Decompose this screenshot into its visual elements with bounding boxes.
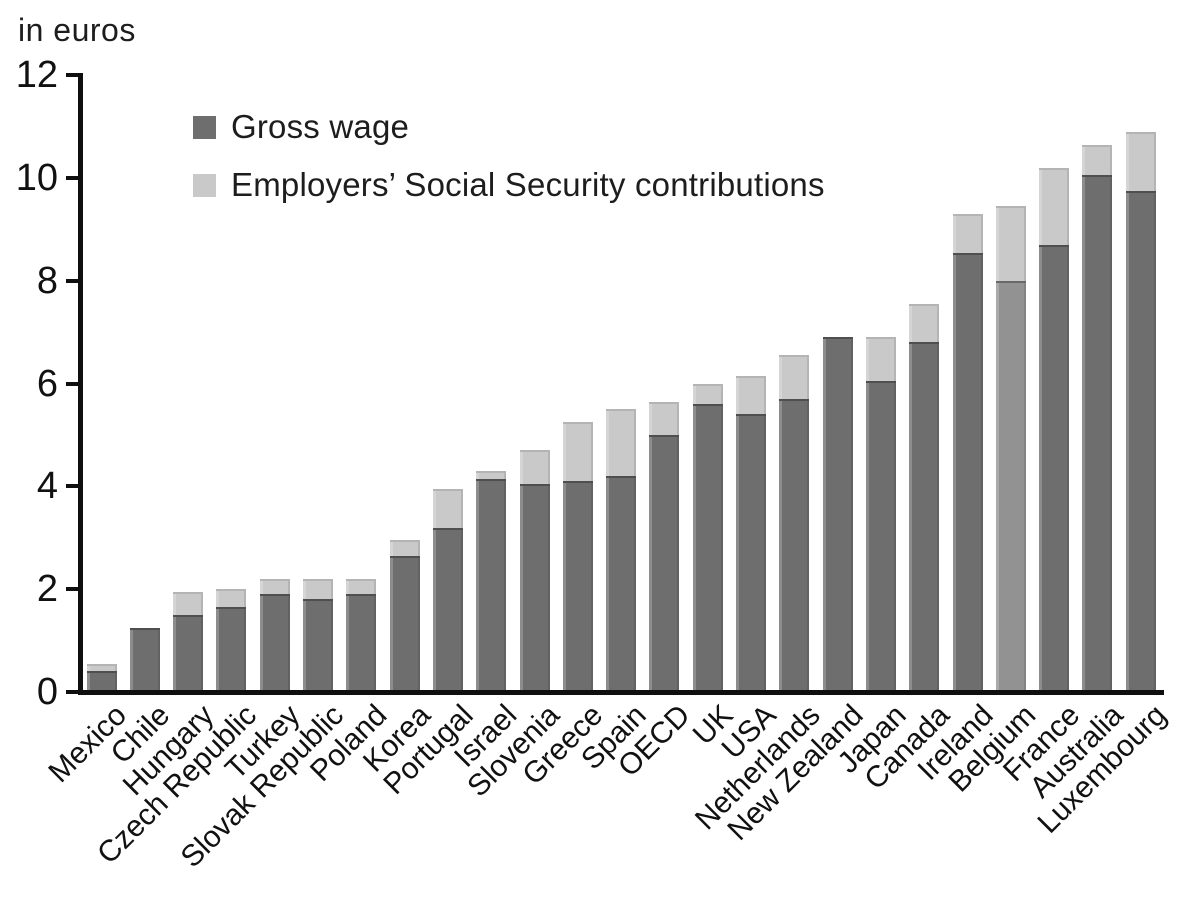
bar-japan-gross-segment: [865, 381, 896, 692]
employer-ssc-label: Employers’ Social Security contributions: [231, 166, 825, 203]
bar-spain-gross-segment: [606, 476, 637, 692]
bar-korea-gross-segment: [389, 555, 420, 692]
bar-turkey-gross-segment: [259, 594, 290, 692]
bar-hungary-gross-segment: [173, 614, 204, 692]
employer-ssc-swatch-icon: [193, 173, 216, 197]
bar-usa-ssc-segment: [736, 375, 766, 415]
bar-canada-ssc-segment: [909, 303, 940, 343]
y-axis-tick-6: [66, 381, 81, 386]
bar-france-gross-segment: [1039, 244, 1070, 692]
bar-new-zealand-gross-segment: [822, 337, 853, 692]
bar-netherlands-gross-segment: [779, 399, 810, 692]
bar-greece-gross-segment: [562, 481, 593, 692]
y-axis-tick-label-10: 10: [15, 157, 58, 199]
y-axis-tick-label-6: 6: [36, 362, 58, 405]
bar-uk-gross-segment: [692, 404, 723, 692]
y-axis-tick-label-2: 2: [36, 568, 58, 611]
gross-wage-label: Gross wage: [231, 108, 410, 145]
bar-oecd-gross-segment: [649, 435, 680, 692]
bar-usa-gross-segment: [736, 414, 766, 692]
bar-portugal-gross-segment: [432, 527, 463, 692]
bar-mexico-gross-segment: [86, 671, 117, 692]
bar-turkey-ssc-segment: [259, 578, 290, 595]
bar-slovak-republic-ssc-segment: [303, 578, 333, 600]
bar-netherlands-ssc-segment: [779, 355, 810, 400]
chart-title: in euros: [18, 12, 136, 48]
y-axis-tick-8: [66, 278, 81, 283]
bar-portugal-ssc-segment: [432, 488, 463, 528]
bar-canada-gross-segment: [909, 342, 940, 692]
bar-australia-gross-segment: [1082, 175, 1113, 692]
bar-ireland-gross-segment: [952, 252, 983, 692]
bar-spain-ssc-segment: [606, 409, 637, 477]
y-axis-tick-label-0: 0: [36, 671, 58, 713]
bar-belgium-ssc-segment: [995, 206, 1026, 281]
bar-greece-ssc-segment: [562, 422, 593, 482]
bar-czech-republic-gross-segment: [216, 607, 247, 692]
bar-slovak-republic-gross-segment: [303, 599, 333, 692]
bar-czech-republic-ssc-segment: [216, 589, 247, 608]
legend: Gross wage Employers’ Social Security co…: [193, 108, 825, 226]
bar-slovenia-ssc-segment: [519, 450, 550, 484]
bar-luxembourg-gross-segment: [1125, 190, 1156, 692]
y-axis-tick-0: [66, 690, 81, 694]
bar-ireland-ssc-segment: [952, 213, 983, 253]
bar-korea-ssc-segment: [389, 540, 420, 556]
y-axis-tick-12: [66, 73, 81, 78]
bar-israel-ssc-segment: [476, 470, 507, 479]
bar-france-ssc-segment: [1039, 167, 1070, 245]
bar-oecd-ssc-segment: [649, 401, 680, 435]
y-axis-tick-label-4: 4: [36, 465, 58, 508]
gross-wage-swatch-icon: [193, 115, 216, 139]
bar-slovenia-gross-segment: [519, 483, 550, 692]
y-axis-tick-10: [66, 176, 81, 180]
bar-hungary-ssc-segment: [173, 591, 204, 615]
bar-chile-gross-segment: [129, 627, 160, 692]
x-axis-line: [78, 690, 1164, 695]
legend-item-gross-wage: Gross wage: [193, 108, 825, 145]
y-axis-tick-label-8: 8: [36, 259, 58, 302]
bar-poland-gross-segment: [346, 594, 377, 692]
bar-belgium-gross-segment: [995, 280, 1026, 692]
bar-japan-ssc-segment: [865, 337, 896, 382]
bar-poland-ssc-segment: [346, 578, 377, 595]
bar-australia-ssc-segment: [1082, 144, 1113, 176]
bar-israel-gross-segment: [476, 478, 507, 692]
bar-mexico-ssc-segment: [86, 663, 117, 672]
legend-item-employer-ssc: Employers’ Social Security contributions: [193, 166, 825, 203]
y-axis-tick-2: [66, 587, 81, 592]
bar-uk-ssc-segment: [692, 383, 723, 405]
y-axis-tick-4: [66, 484, 81, 489]
y-axis-line: [78, 73, 83, 694]
y-axis-tick-label-12: 12: [15, 54, 58, 97]
bar-luxembourg-ssc-segment: [1125, 131, 1156, 191]
